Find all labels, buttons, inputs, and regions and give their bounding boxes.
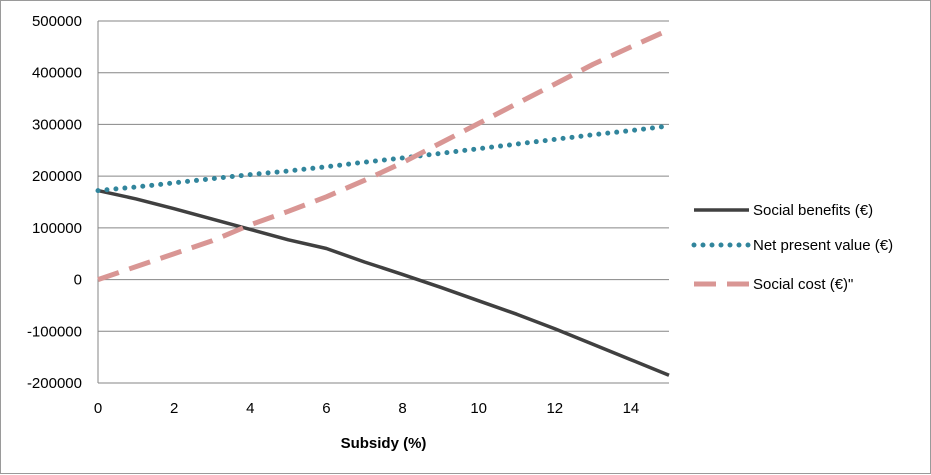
series-line-3	[97, 27, 671, 282]
x-tick-label: 14	[623, 400, 640, 417]
y-tick-label: 0	[74, 272, 82, 289]
series-line-1	[97, 188, 670, 377]
y-tick-label: 200000	[32, 168, 82, 185]
y-tick-label: 300000	[32, 116, 82, 133]
x-tick-label: 8	[398, 400, 406, 417]
legend-label-1: Social benefits (€)	[753, 202, 873, 219]
x-tick-label: 2	[170, 400, 178, 417]
x-tick-label: 4	[246, 400, 254, 417]
legend-label-3: Social cost (€)"	[753, 276, 853, 293]
y-tick-label: 400000	[32, 65, 82, 82]
y-tick-label: 500000	[32, 13, 82, 30]
x-axis-title: Subsidy (%)	[341, 435, 427, 452]
x-tick-label: 10	[470, 400, 487, 417]
series-line-2	[95, 123, 672, 194]
legend-label-2: Net present value (€)	[753, 237, 893, 254]
y-tick-label: 100000	[32, 220, 82, 237]
x-tick-label: 0	[94, 400, 102, 417]
x-tick-label: 6	[322, 400, 330, 417]
y-tick-label: -200000	[27, 375, 82, 392]
y-tick-label: -100000	[27, 323, 82, 340]
x-tick-label: 12	[546, 400, 563, 417]
